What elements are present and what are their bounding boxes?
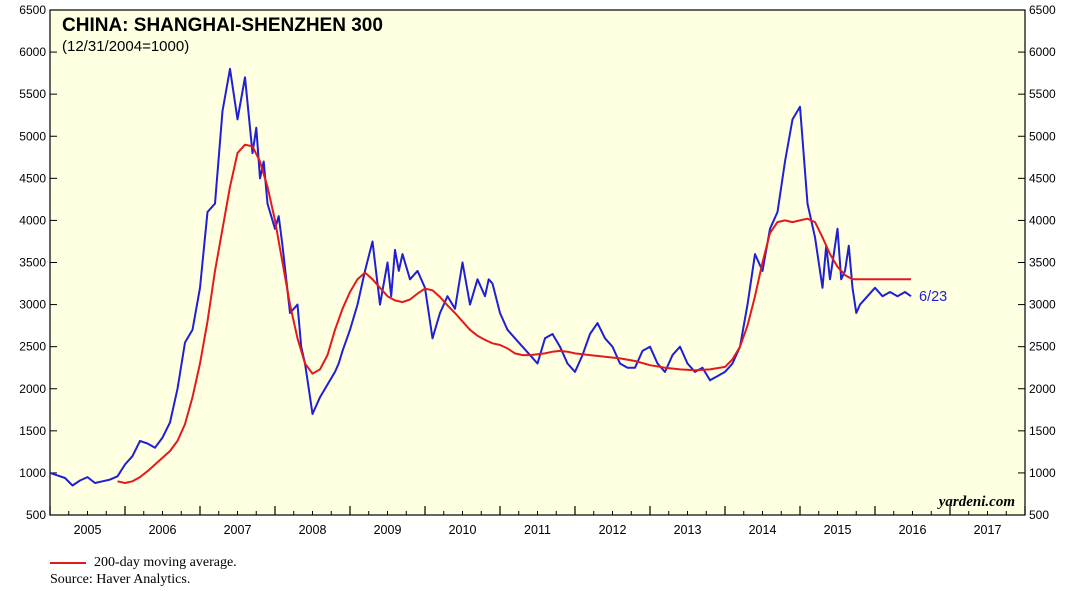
x-tick-label: 2017 (974, 523, 1002, 537)
brand-label: yardeni.com (937, 494, 1015, 510)
x-tick-label: 2013 (674, 523, 702, 537)
legend-label: 200-day moving average. (94, 555, 237, 570)
y-tick-label-right: 6500 (1029, 3, 1056, 17)
y-tick-label-left: 1000 (19, 466, 46, 480)
y-tick-label-right: 3500 (1029, 256, 1056, 270)
y-tick-label-right: 2000 (1029, 382, 1056, 396)
y-axis-right: 500 1000 1500 2000 2500 3000 3500 4000 4500 5000 5… (1018, 3, 1056, 522)
x-tick-label: 2008 (299, 523, 327, 537)
x-tick-label: 2015 (824, 523, 852, 537)
plot-area (49, 9, 1026, 516)
y-tick-label-left: 5500 (19, 87, 46, 101)
y-tick-label-left: 2500 (19, 340, 46, 354)
x-axis: 2005 2006 2007 2008 2009 2010 2011 2012 2013 2014… (49, 506, 1026, 537)
y-tick-label-right: 4000 (1029, 213, 1056, 227)
y-tick-label-left: 6000 (19, 45, 46, 59)
y-tick-label-left: 3000 (19, 298, 46, 312)
legend: 200-day moving average. (50, 555, 237, 571)
y-tick-label-right: 5000 (1029, 129, 1056, 143)
y-tick-label-right: 4500 (1029, 171, 1056, 185)
chart: 500 1000 1500 2000 2500 3000 3500 4000 4500 5000 5… (19, 3, 1056, 537)
legend-line-swatch (50, 561, 86, 564)
y-tick-label-left: 3500 (19, 256, 46, 270)
x-tick-label: 2010 (449, 523, 477, 537)
series-layer (49, 67, 912, 487)
x-tick-label: 2012 (599, 523, 627, 537)
x-tick-label: 2014 (749, 523, 777, 537)
y-tick-label-left: 6500 (19, 3, 46, 17)
x-tick-label: 2011 (524, 523, 551, 537)
end-date-label: 6/23 (919, 289, 947, 305)
y-tick-label-left: 1500 (19, 424, 46, 438)
y-tick-label-right: 500 (1029, 508, 1049, 522)
x-tick-label: 2005 (74, 523, 102, 537)
y-tick-label-right: 6000 (1029, 45, 1056, 59)
chart-subtitle: (12/31/2004=1000) (62, 38, 189, 55)
y-tick-label-right: 5500 (1029, 87, 1056, 101)
y-tick-label-right: 1500 (1029, 424, 1056, 438)
x-tick-label: 2016 (899, 523, 927, 537)
y-tick-label-left: 4000 (19, 213, 46, 227)
y-tick-label-left: 5000 (19, 129, 46, 143)
source-note: Source: Haver Analytics. (50, 572, 191, 587)
series-line-index (49, 67, 912, 487)
y-tick-label-right: 3000 (1029, 298, 1056, 312)
y-tick-label-left: 500 (26, 508, 46, 522)
y-tick-label-right: 2500 (1029, 340, 1056, 354)
x-tick-label: 2009 (374, 523, 402, 537)
x-tick-label: 2006 (149, 523, 177, 537)
y-tick-label-left: 4500 (19, 171, 46, 185)
y-axis-left: 500 1000 1500 2000 2500 3000 3500 4000 4500 5000 5… (19, 3, 57, 522)
y-tick-label-left: 2000 (19, 382, 46, 396)
series-line-moving-average (117, 143, 911, 484)
x-tick-label: 2007 (224, 523, 252, 537)
chart-title: CHINA: SHANGHAI-SHENZHEN 300 (62, 15, 383, 36)
y-tick-label-right: 1000 (1029, 466, 1056, 480)
